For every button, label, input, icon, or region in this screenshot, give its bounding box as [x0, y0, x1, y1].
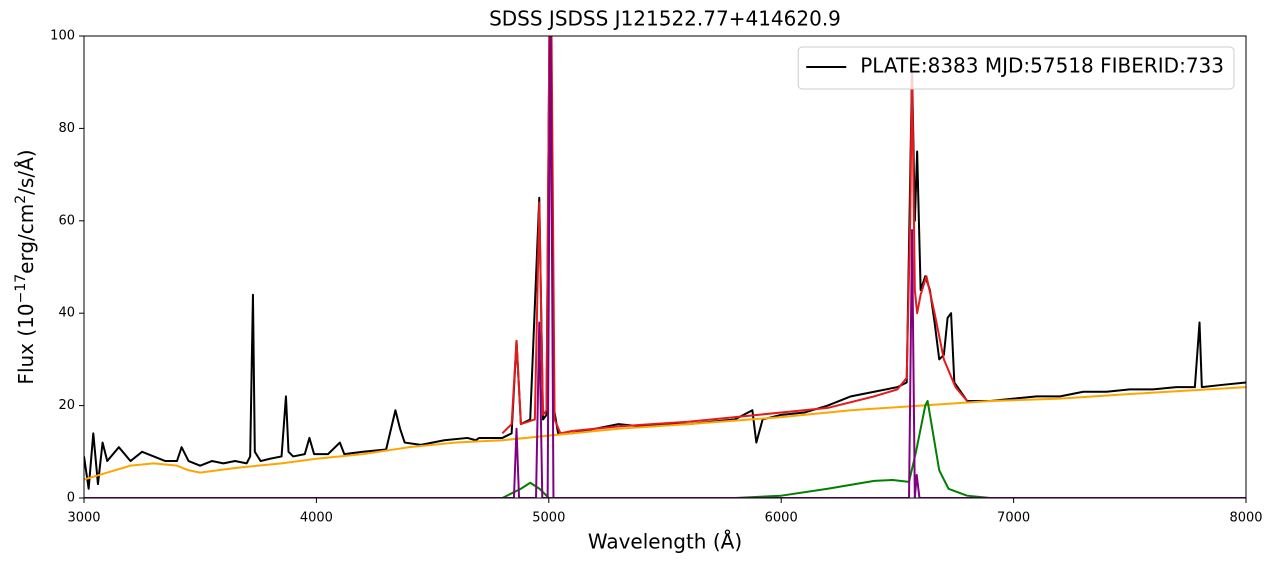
x-tick-label: 8000: [1229, 511, 1262, 526]
spectrum-line: [501, 36, 968, 435]
chart-title: SDSS JSDSS J121522.77+414620.9: [489, 7, 841, 31]
y-tick-label: 0: [67, 491, 75, 506]
x-tick-label: 3000: [67, 511, 100, 526]
spectrum-line: [84, 399, 1246, 498]
x-tick-label: 4000: [300, 511, 333, 526]
y-tick-label: 40: [58, 306, 75, 321]
y-axis-label-part: 2: [13, 195, 29, 204]
x-tick-label: 7000: [997, 511, 1030, 526]
y-tick-label: 80: [58, 121, 75, 136]
y-axis-label-part: /s/Å): [14, 149, 38, 194]
legend: PLATE:8383 MJD:57518 FIBERID:733: [797, 46, 1235, 90]
spectrum-line: [84, 386, 1246, 481]
spectrum-line: [84, 36, 1246, 498]
plot-frame: [83, 35, 1247, 499]
x-axis-label: Wavelength (Å): [588, 530, 742, 554]
y-axis-label: Flux (10−17erg/cm2/s/Å): [13, 149, 38, 384]
x-tick-label: 6000: [765, 511, 798, 526]
legend-box: [797, 46, 1235, 90]
y-axis-label-part: −17: [13, 274, 29, 304]
x-tick-label: 5000: [532, 511, 565, 526]
y-tick-label: 20: [58, 398, 75, 413]
y-tick-label: 100: [50, 29, 75, 44]
plot-area: [84, 36, 1246, 498]
legend-label: PLATE:8383 MJD:57518 FIBERID:733: [860, 54, 1224, 78]
y-axis-label-part: Flux (10: [14, 303, 38, 384]
y-axis-label-part: erg/cm: [14, 204, 38, 274]
y-tick-label: 60: [58, 213, 75, 228]
